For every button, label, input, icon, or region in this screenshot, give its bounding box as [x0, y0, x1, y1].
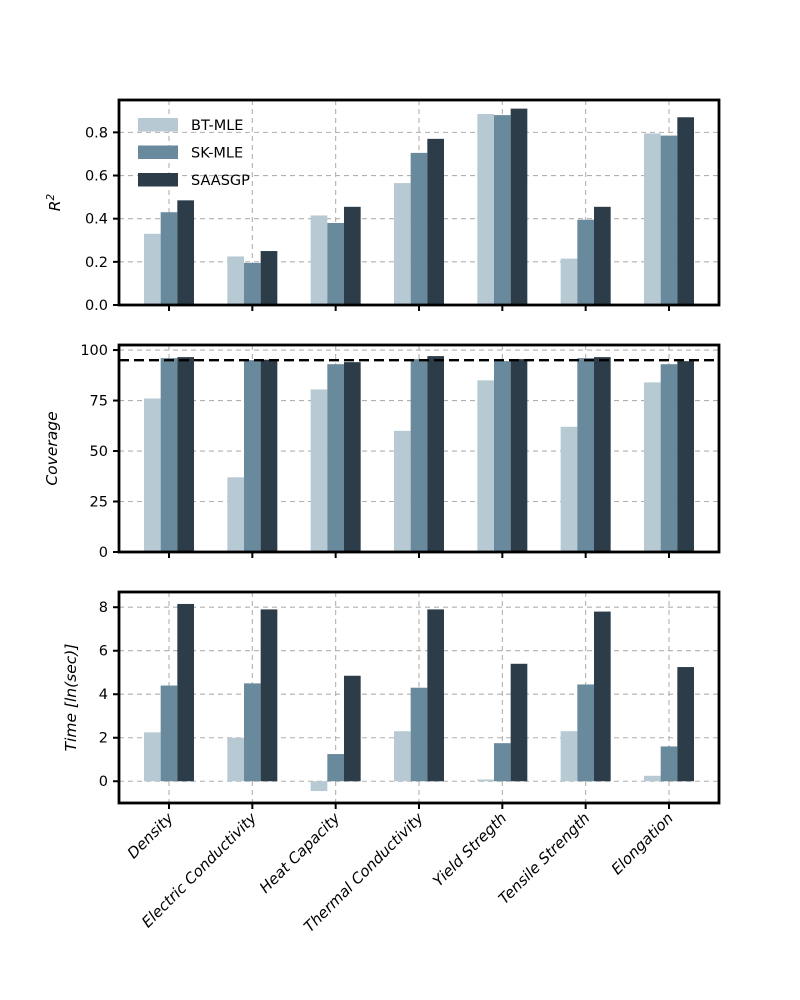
- bar-elongation-sk-mle: [660, 364, 678, 552]
- bar-thermal-conductivity-bt-mle: [394, 731, 411, 782]
- y-tick-label: 25: [90, 495, 108, 511]
- y-tick-label: 8: [99, 600, 108, 616]
- legend-swatch-saasgp: [138, 173, 178, 187]
- legend-swatch-bt-mle: [138, 118, 178, 132]
- bar-density-saasgp: [177, 357, 194, 552]
- y-tick-label: 0.0: [85, 298, 108, 314]
- bar-electric-conductivity-bt-mle: [227, 477, 244, 552]
- bar-heat-capacity-sk-mle: [327, 223, 344, 305]
- bar-tensile-strength-bt-mle: [560, 258, 578, 305]
- bar-tensile-strength-sk-mle: [577, 358, 594, 552]
- bar-thermal-conductivity-bt-mle: [394, 183, 411, 305]
- bar-yield-stregth-saasgp: [510, 359, 528, 552]
- bar-heat-capacity-saasgp: [344, 675, 361, 782]
- bar-yield-stregth-saasgp: [510, 663, 528, 782]
- bar-density-sk-mle: [160, 212, 178, 305]
- bar-electric-conductivity-bt-mle: [227, 256, 244, 305]
- bar-electric-conductivity-sk-mle: [244, 360, 261, 552]
- bar-thermal-conductivity-saasgp: [427, 609, 444, 782]
- bar-density-sk-mle: [160, 358, 178, 552]
- legend-swatch-sk-mle: [138, 145, 178, 159]
- bar-thermal-conductivity-sk-mle: [410, 152, 428, 305]
- bar-yield-stregth-bt-mle: [477, 779, 494, 782]
- y-tick-label: 4: [99, 687, 108, 703]
- bar-yield-stregth-saasgp: [510, 108, 528, 305]
- bar-yield-stregth-bt-mle: [477, 114, 494, 306]
- bar-electric-conductivity-saasgp: [260, 609, 278, 782]
- y-axis-label: R2: [45, 193, 64, 211]
- bar-density-sk-mle: [160, 685, 178, 782]
- bar-electric-conductivity-saasgp: [260, 251, 278, 305]
- bar-elongation-saasgp: [677, 117, 694, 306]
- bar-density-saasgp: [177, 603, 194, 782]
- bar-density-saasgp: [177, 200, 194, 305]
- bar-tensile-strength-sk-mle: [577, 684, 594, 782]
- bar-yield-stregth-sk-mle: [494, 361, 511, 552]
- y-tick-label: 0.8: [85, 125, 108, 141]
- bar-thermal-conductivity-sk-mle: [410, 687, 428, 782]
- coverage-chart: 0 25 50 75 100 Coverage: [43, 343, 721, 561]
- legend-label-bt-mle: BT-MLE: [191, 118, 243, 134]
- bar-density-bt-mle: [144, 398, 161, 552]
- bar-heat-capacity-bt-mle: [310, 781, 328, 792]
- y-tick-label: 0: [99, 545, 108, 561]
- legend-label-sk-mle: SK-MLE: [191, 146, 243, 162]
- bar-tensile-strength-saasgp: [594, 206, 611, 305]
- bar-yield-stregth-bt-mle: [477, 380, 494, 552]
- bar-density-bt-mle: [144, 732, 161, 782]
- bar-elongation-bt-mle: [644, 382, 661, 552]
- bar-elongation-bt-mle: [644, 133, 661, 305]
- bar-elongation-bt-mle: [644, 775, 661, 782]
- r2-chart: 0.0 0.2 0.4 0.6 0.8 R2 BT-MLE SK-MLE SAASGP: [45, 98, 721, 314]
- bar-heat-capacity-sk-mle: [327, 754, 344, 782]
- bar-elongation-saasgp: [677, 361, 694, 552]
- bar-electric-conductivity-sk-mle: [244, 262, 261, 305]
- y-tick-label: 100: [80, 343, 108, 359]
- y-tick-label: 0.4: [85, 212, 108, 228]
- y-tick-label: 0.2: [85, 255, 108, 271]
- bar-thermal-conductivity-sk-mle: [410, 359, 428, 552]
- bar-tensile-strength-saasgp: [594, 357, 611, 552]
- y-tick-label: 0.6: [85, 169, 108, 185]
- bar-thermal-conductivity-bt-mle: [394, 430, 411, 552]
- bar-elongation-saasgp: [677, 667, 694, 782]
- legend-label-saasgp: SAASGP: [191, 173, 250, 189]
- bar-tensile-strength-saasgp: [594, 611, 611, 782]
- y-axis-label: Coverage: [43, 411, 61, 485]
- bar-tensile-strength-bt-mle: [560, 426, 578, 552]
- bar-yield-stregth-sk-mle: [494, 743, 511, 782]
- bar-heat-capacity-bt-mle: [310, 389, 328, 552]
- bar-thermal-conductivity-saasgp: [427, 356, 444, 552]
- bar-tensile-strength-bt-mle: [560, 731, 578, 782]
- legend: BT-MLE SK-MLE SAASGP: [138, 118, 250, 189]
- bar-density-bt-mle: [144, 233, 161, 305]
- bar-heat-capacity-sk-mle: [327, 364, 344, 552]
- y-axis-label: Time [ln(sec)]: [62, 644, 80, 752]
- bar-heat-capacity-saasgp: [344, 206, 361, 305]
- bar-thermal-conductivity-saasgp: [427, 138, 444, 305]
- y-tick-label: 2: [99, 731, 108, 747]
- y-tick-label: 6: [99, 644, 108, 660]
- bar-heat-capacity-bt-mle: [310, 215, 328, 305]
- bar-yield-stregth-sk-mle: [494, 115, 511, 306]
- bar-electric-conductivity-bt-mle: [227, 737, 244, 782]
- bar-electric-conductivity-saasgp: [260, 359, 278, 552]
- bar-elongation-sk-mle: [660, 746, 678, 782]
- bar-heat-capacity-saasgp: [344, 362, 361, 552]
- bar-electric-conductivity-sk-mle: [244, 683, 261, 782]
- bar-elongation-sk-mle: [660, 135, 678, 305]
- y-tick-label: 50: [90, 444, 108, 460]
- bar-tensile-strength-sk-mle: [577, 219, 594, 305]
- y-tick-label: 0: [99, 774, 108, 790]
- y-tick-label: 75: [90, 394, 108, 410]
